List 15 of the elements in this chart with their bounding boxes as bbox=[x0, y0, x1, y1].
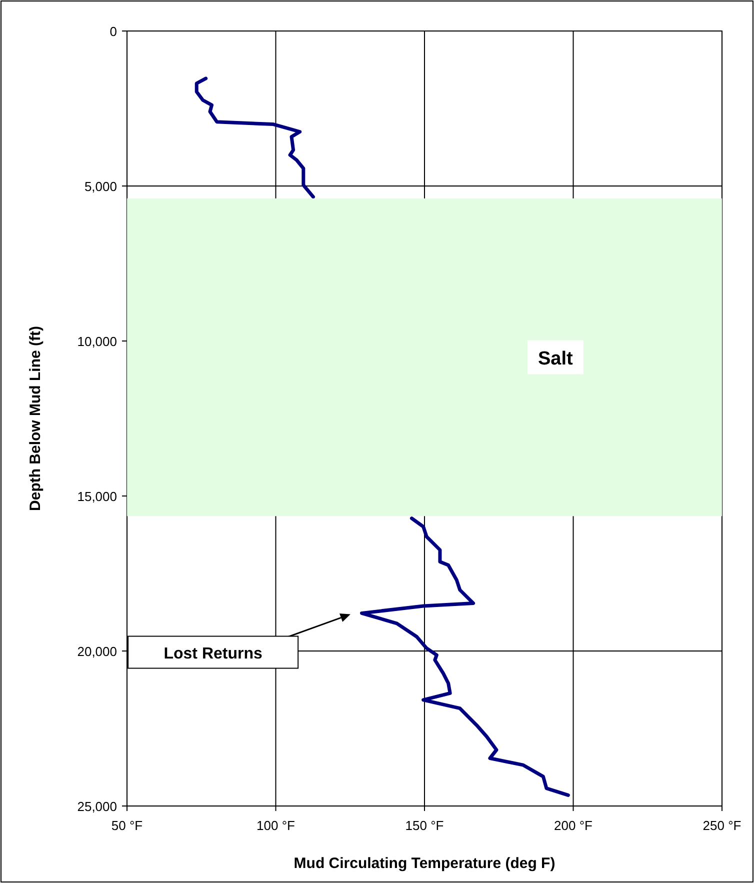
x-tick-label: 50 °F bbox=[111, 818, 143, 833]
x-tick-label: 150 °F bbox=[405, 818, 444, 833]
y-tick-label: 15,000 bbox=[77, 489, 117, 504]
y-tick-label: 0 bbox=[110, 24, 117, 39]
y-tick-label: 10,000 bbox=[77, 334, 117, 349]
x-tick-label: 100 °F bbox=[256, 818, 296, 833]
y-tick-label: 25,000 bbox=[77, 799, 117, 814]
y-axis-title: Depth Below Mud Line (ft) bbox=[27, 326, 44, 511]
band-label: Salt bbox=[538, 348, 574, 370]
x-tick-label: 200 °F bbox=[554, 818, 593, 833]
y-tick-label: 5,000 bbox=[84, 179, 117, 194]
x-axis-title: Mud Circulating Temperature (deg F) bbox=[294, 855, 556, 872]
annotation: Lost Returns bbox=[164, 645, 263, 662]
y-tick-label: 20,000 bbox=[77, 644, 117, 659]
x-tick-label: 250 °F bbox=[702, 818, 742, 833]
